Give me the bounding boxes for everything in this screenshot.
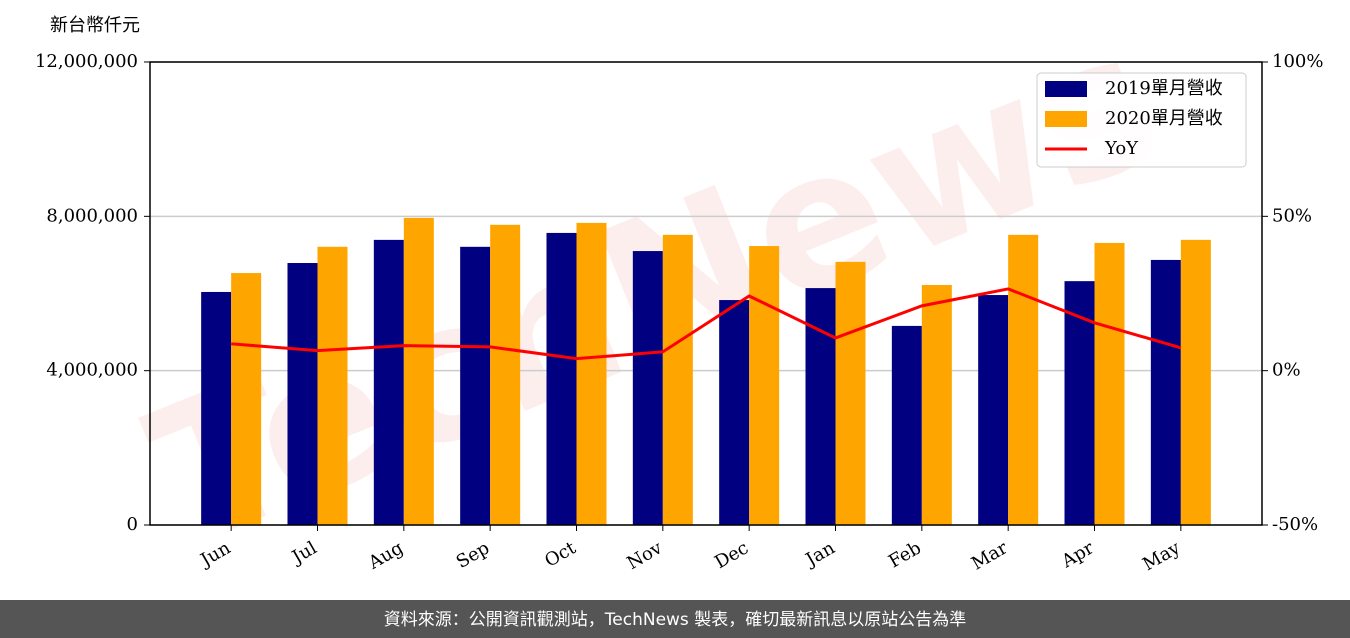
x-tick-label: Oct [541, 537, 580, 572]
bar [460, 246, 491, 526]
y-tick-label: 0 [127, 514, 138, 535]
bar [490, 224, 521, 526]
bar [1150, 259, 1181, 525]
legend-swatch [1045, 111, 1087, 127]
bar [662, 234, 693, 525]
bar [373, 239, 404, 525]
x-tick-label: Apr [1057, 537, 1097, 572]
legend-label: 2020單月營收 [1105, 108, 1223, 129]
footer-text: 資料來源：公開資訊觀測站，TechNews 製表，確切最新訊息以原站公告為準 [384, 610, 966, 630]
legend-swatch [1045, 81, 1087, 97]
legend-label: YoY [1104, 138, 1139, 159]
bar [1180, 239, 1211, 525]
bar [632, 251, 663, 525]
bar [1094, 242, 1125, 526]
x-tick-label: Dec [711, 537, 752, 573]
x-tick-label: Nov [623, 537, 666, 574]
x-tick-label: Aug [364, 537, 407, 574]
bar [835, 261, 866, 525]
bar [576, 222, 607, 525]
x-tick-label: May [1139, 537, 1184, 575]
y2-tick-label: 50% [1272, 205, 1312, 226]
legend-box [1036, 72, 1247, 168]
footer-bar [0, 600, 1350, 638]
plot-frame [149, 61, 1263, 526]
y-tick-label: 12,000,000 [35, 51, 138, 72]
bar [287, 263, 318, 525]
y2-tick-label: -50% [1272, 514, 1318, 535]
bar [719, 300, 750, 525]
x-tick-label: Mar [968, 537, 1012, 574]
x-tick-label: Feb [885, 537, 925, 572]
x-tick-label: Sep [453, 537, 493, 572]
y-tick-label: 8,000,000 [46, 205, 138, 226]
bar [546, 232, 577, 525]
bar [749, 246, 780, 526]
bar [978, 295, 1009, 525]
legend-label: 2019單月營收 [1105, 78, 1223, 99]
bar [1008, 234, 1039, 525]
y2-tick-label: 100% [1272, 51, 1323, 72]
y2-tick-label: 0% [1272, 360, 1301, 381]
x-tick-label: Jan [801, 537, 839, 571]
bar [805, 288, 836, 525]
bar [201, 291, 232, 525]
line [231, 287, 1182, 361]
bar [231, 273, 262, 525]
bar [891, 325, 922, 525]
bar [921, 285, 952, 525]
bar [317, 246, 348, 526]
y-tick-label: 4,000,000 [46, 360, 138, 381]
y-axis-label: 新台幣仟元 [50, 15, 140, 36]
bar [403, 217, 434, 526]
